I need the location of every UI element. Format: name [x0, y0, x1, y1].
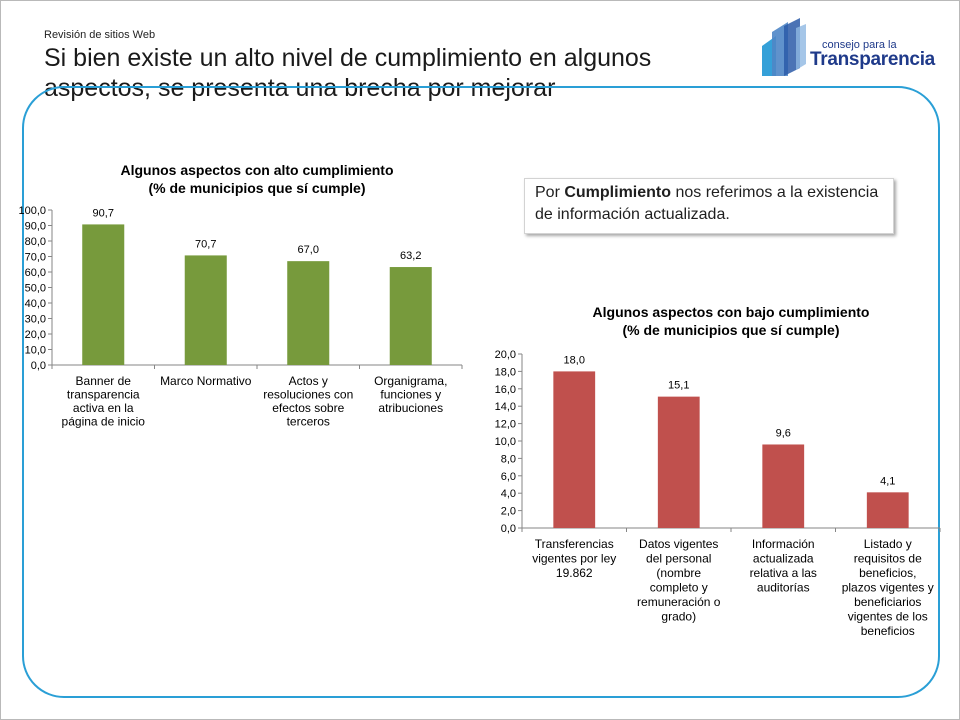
- category-label: transparencia: [67, 388, 140, 402]
- definition-note: Por Cumplimiento nos referimos a la exis…: [524, 178, 894, 234]
- brand-logo: consejo para la Transparencia: [756, 18, 935, 78]
- y-tick-label: 40,0: [25, 298, 46, 310]
- logo-text-small: consejo para la: [822, 39, 897, 51]
- chart-title: Algunos aspectos con alto cumplimiento: [120, 162, 393, 178]
- chart-title: Algunos aspectos con bajo cumplimiento: [593, 304, 870, 320]
- category-label: Organigrama,: [374, 374, 447, 388]
- category-label: relativa a las: [750, 566, 817, 580]
- bar: [287, 261, 330, 365]
- category-label: efectos sobre: [272, 401, 344, 415]
- category-label: beneficios,: [859, 566, 916, 580]
- category-label: Marco Normativo: [160, 374, 252, 388]
- note-suffix: nos referimos a la existencia de informa…: [535, 184, 879, 223]
- chart-subtitle: (% de municipios que sí cumple): [148, 180, 365, 196]
- category-label: plazos vigentes y: [842, 581, 934, 595]
- y-tick-label: 70,0: [25, 252, 46, 264]
- chart-subtitle: (% de municipios que sí cumple): [622, 322, 839, 338]
- section-kicker: Revisión de sitios Web: [44, 29, 156, 41]
- chart-low-compliance: Algunos aspectos con bajo cumplimiento (%…: [495, 304, 941, 638]
- data-label: 9,6: [776, 427, 791, 439]
- data-label: 15,1: [668, 380, 689, 392]
- category-label: (nombre: [656, 566, 701, 580]
- category-label: 19.862: [556, 566, 593, 580]
- y-tick-label: 8,0: [501, 453, 516, 465]
- y-tick-label: 50,0: [25, 283, 46, 295]
- y-tick-label: 14,0: [495, 401, 516, 413]
- category-label: atribuciones: [378, 401, 443, 415]
- category-label: vigentes por ley: [532, 552, 616, 566]
- y-tick-label: 20,0: [495, 349, 516, 361]
- note-prefix: Por: [535, 184, 565, 201]
- bar: [82, 224, 125, 365]
- y-tick-label: 12,0: [495, 419, 516, 431]
- y-tick-label: 60,0: [25, 267, 46, 279]
- category-label: completo y: [650, 581, 708, 595]
- y-tick-label: 0,0: [31, 360, 46, 372]
- category-label: grado): [661, 610, 696, 624]
- data-label: 70,7: [195, 238, 216, 250]
- bar: [866, 492, 909, 528]
- y-tick-label: 20,0: [25, 329, 46, 341]
- y-tick-label: 30,0: [25, 314, 46, 326]
- category-label: página de inicio: [62, 415, 146, 429]
- y-tick-label: 4,0: [501, 488, 516, 500]
- logo-text-main: Transparencia: [810, 49, 935, 70]
- category-label: beneficios: [861, 624, 915, 638]
- bar: [762, 444, 805, 528]
- y-tick-label: 0,0: [501, 523, 516, 535]
- y-tick-label: 16,0: [495, 384, 516, 396]
- category-label: resoluciones con: [263, 388, 353, 402]
- page-title: Si bien existe un alto nivel de cumplimi…: [44, 44, 652, 102]
- data-label: 63,2: [400, 250, 421, 262]
- bar: [184, 255, 227, 365]
- category-label: Listado y: [864, 537, 912, 551]
- category-label: del personal: [646, 552, 711, 566]
- y-tick-label: 10,0: [495, 436, 516, 448]
- category-label: Información: [752, 537, 815, 551]
- logo-mark-icon: [762, 18, 806, 76]
- bar: [389, 267, 432, 365]
- category-label: vigentes de los: [848, 610, 928, 624]
- category-label: Actos y: [289, 374, 328, 388]
- data-label: 4,1: [880, 475, 895, 487]
- y-tick-label: 90,0: [25, 221, 46, 233]
- category-label: terceros: [287, 415, 330, 429]
- note-bold: Cumplimiento: [564, 184, 672, 201]
- y-tick-label: 6,0: [501, 471, 516, 483]
- y-tick-label: 80,0: [25, 236, 46, 248]
- category-label: remuneración o: [637, 595, 721, 609]
- bar: [553, 371, 596, 528]
- y-tick-label: 100,0: [18, 205, 46, 217]
- bar: [657, 396, 700, 528]
- category-label: Banner de: [76, 374, 132, 388]
- y-tick-label: 10,0: [25, 345, 46, 357]
- y-tick-label: 2,0: [501, 506, 516, 518]
- content-panel: [22, 86, 940, 698]
- category-label: funciones y: [380, 388, 441, 402]
- category-label: Transferencias: [535, 537, 614, 551]
- data-label: 90,7: [93, 207, 114, 219]
- y-tick-label: 18,0: [495, 366, 516, 378]
- category-label: requisitos de: [854, 552, 922, 566]
- chart-high-compliance: Algunos aspectos con alto cumplimiento (%…: [18, 162, 463, 429]
- category-label: actualizada: [753, 552, 814, 566]
- category-label: activa en la: [73, 401, 134, 415]
- category-label: Datos vigentes: [639, 537, 718, 551]
- data-label: 18,0: [564, 354, 585, 366]
- category-label: auditorías: [757, 581, 810, 595]
- category-label: beneficiarios: [854, 595, 921, 609]
- data-label: 67,0: [298, 244, 319, 256]
